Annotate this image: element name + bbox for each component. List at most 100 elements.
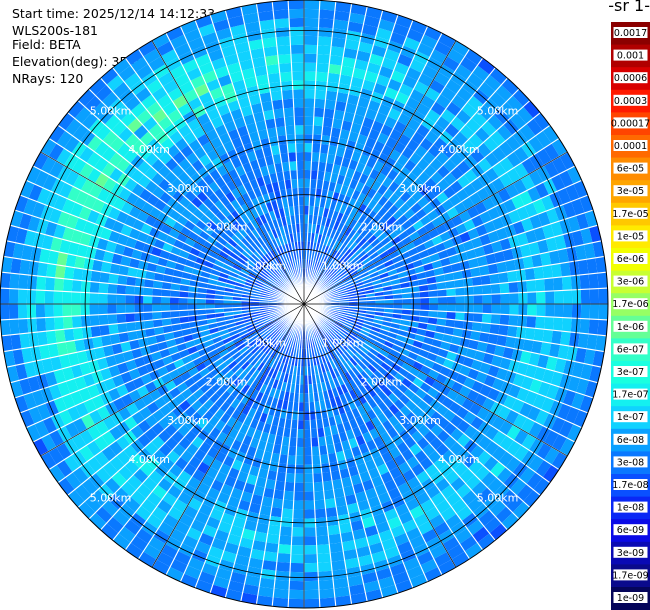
ppi-cell: [344, 320, 355, 326]
ppi-cell: [372, 202, 383, 214]
ppi-cell: [355, 287, 366, 293]
ppi-cell: [491, 445, 507, 462]
ppi-cell: [360, 412, 372, 424]
ppi-cell: [236, 412, 248, 424]
ppi-cell: [267, 325, 277, 333]
ppi-cell: [402, 304, 412, 310]
ppi-cell: [381, 176, 394, 189]
ppi-cell: [505, 135, 521, 152]
ppi-cell: [509, 304, 519, 316]
ppi-cell: [118, 406, 132, 421]
ppi-cell: [326, 317, 335, 324]
ppi-cell: [491, 216, 505, 231]
ppi-cell: [278, 417, 286, 428]
ppi-cell: [363, 15, 381, 28]
ppi-cell: [272, 316, 281, 322]
ppi-cell: [563, 232, 576, 249]
ppi-cell: [416, 551, 434, 566]
ppi-cell: [203, 357, 214, 368]
ppi-cell: [554, 357, 567, 374]
ppi-cell: [362, 278, 372, 285]
ppi-cell: [510, 112, 527, 130]
ppi-cell: [315, 337, 320, 347]
ppi-cell: [177, 102, 193, 117]
ppi-cell: [98, 304, 108, 315]
ppi-cell: [294, 384, 300, 394]
ppi-cell: [373, 340, 384, 349]
ppi-cell: [479, 362, 492, 375]
ppi-cell: [328, 340, 336, 349]
ppi-cell: [278, 535, 292, 546]
ppi-cell: [190, 75, 206, 89]
ppi-cell: [476, 341, 488, 353]
ppi-cell: [565, 184, 580, 202]
ppi-cell: [130, 102, 147, 118]
ppi-cell: [95, 506, 113, 524]
ppi-cell: [91, 101, 108, 119]
ppi-cell: [271, 314, 281, 321]
ppi-cell: [205, 516, 221, 530]
ppi-cell: [363, 580, 381, 593]
ppi-cell: [369, 373, 380, 384]
ppi-cell: [507, 325, 518, 338]
ppi-cell: [139, 131, 155, 146]
ppi-cell: [424, 87, 441, 102]
ppi-cell: [191, 225, 203, 236]
ppi-cell: [313, 260, 318, 270]
ppi-cell: [511, 398, 525, 414]
ppi-cell: [343, 148, 354, 160]
ppi-cell: [285, 473, 296, 483]
ppi-cell: [135, 505, 152, 521]
ppi-cell: [255, 522, 269, 534]
ppi-cell: [391, 344, 402, 353]
ppi-cell: [392, 571, 410, 585]
ppi-cell: [433, 267, 444, 277]
ppi-cell: [448, 254, 460, 265]
ppi-cell: [383, 226, 395, 237]
ppi-cell: [548, 343, 561, 358]
ppi-cell: [277, 278, 285, 287]
ppi-cell: [232, 563, 249, 576]
ppi-cell: [566, 346, 578, 362]
ppi-cell: [198, 532, 215, 547]
ppi-cell: [116, 362, 129, 375]
ppi-cell: [224, 228, 235, 239]
ppi-cell: [180, 322, 191, 330]
ppi-cell: [125, 285, 135, 296]
ppi-cell: [133, 239, 146, 252]
ppi-cell: [341, 326, 351, 334]
ppi-cell: [266, 63, 280, 75]
ppi-cell: [257, 586, 275, 598]
ppi-cell: [124, 496, 141, 513]
ppi-cell: [210, 230, 221, 241]
ppi-cell: [377, 184, 389, 196]
ppi-cell: [478, 332, 490, 343]
ppi-cell: [107, 283, 118, 295]
ppi-cell: [240, 360, 251, 371]
ppi-cell: [278, 277, 287, 285]
ppi-cell: [293, 392, 300, 403]
ppi-cell: [59, 409, 73, 426]
ppi-cell: [202, 410, 214, 423]
ppi-cell: [250, 379, 260, 390]
ppi-cell: [366, 62, 382, 75]
ppi-cell: [348, 583, 366, 596]
ppi-cell: [322, 117, 334, 128]
ppi-cell: [265, 321, 274, 329]
ppi-cell: [235, 206, 246, 218]
ppi-cell: [542, 368, 555, 385]
ppi-cell: [267, 230, 275, 241]
ppi-cell: [474, 127, 490, 143]
ppi-cell: [240, 268, 250, 276]
ppi-cell: [326, 153, 336, 165]
ppi-cell: [436, 318, 447, 327]
ppi-cell: [332, 568, 348, 580]
ppi-cell: [383, 259, 394, 268]
ppi-cell: [288, 446, 297, 456]
ppi-cell: [74, 339, 86, 353]
ppi-cell: [345, 317, 355, 324]
ppi-cell: [246, 376, 256, 387]
ppi-cell: [367, 387, 378, 398]
ppi-cell: [499, 357, 512, 371]
ppi-cell: [118, 503, 136, 520]
